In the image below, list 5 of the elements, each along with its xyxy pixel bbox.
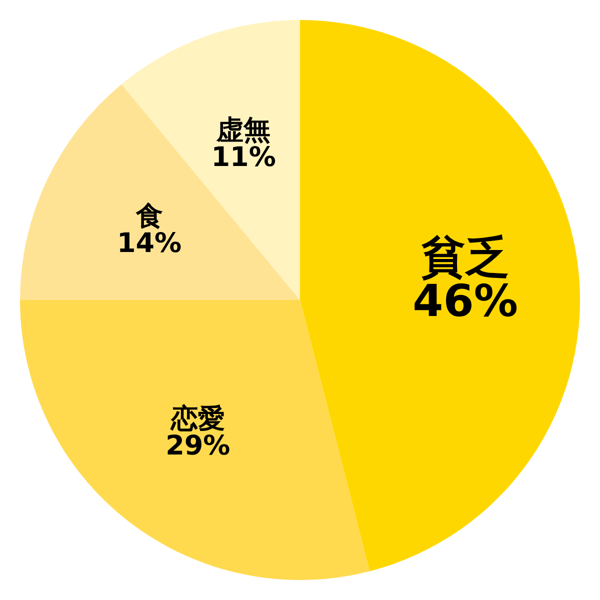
pie-slice (20, 84, 300, 300)
pie-slice (122, 20, 300, 300)
slice-label: 虚無 (216, 115, 271, 146)
pie-slice (300, 20, 580, 572)
pie-slice (20, 300, 370, 580)
